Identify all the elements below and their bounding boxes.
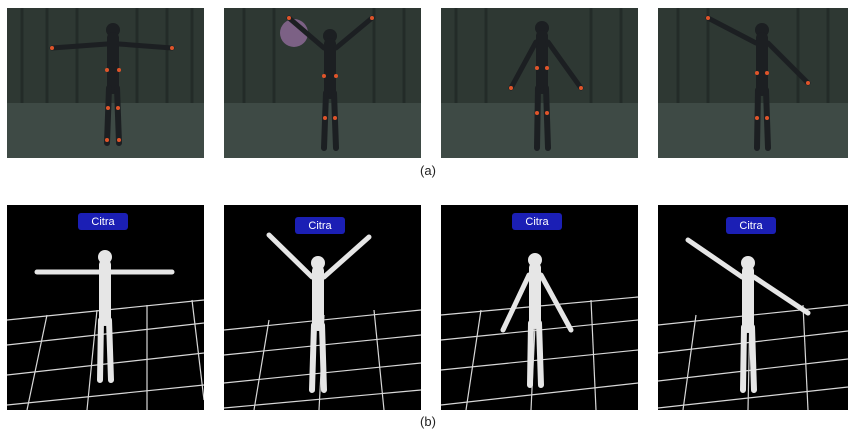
avatar-label: Citra <box>739 220 763 232</box>
avatar-label-badge <box>726 217 776 234</box>
avatar-label: Citra <box>525 216 549 228</box>
avatar-render-3-image: Citra <box>441 205 638 410</box>
avatar-render-1-image: Citra <box>7 205 204 410</box>
avatar-render-4: Citra <box>658 205 848 410</box>
capture-photo-4 <box>658 8 848 158</box>
avatar-label: Citra <box>308 220 332 232</box>
avatar-label-badge <box>512 213 562 230</box>
capture-photo-1 <box>7 8 204 158</box>
caption-a: (a) <box>420 163 436 178</box>
capture-photo-3-image <box>441 8 638 158</box>
caption-b: (b) <box>420 414 436 429</box>
avatar-label-badge <box>78 213 128 230</box>
avatar-label: Citra <box>91 216 115 228</box>
avatar-render-1: Citra <box>7 205 204 410</box>
avatar-label-badge <box>295 217 345 234</box>
avatar-render-3: Citra <box>441 205 638 410</box>
capture-photo-1-image <box>7 8 204 158</box>
avatar-render-2: Citra <box>224 205 421 410</box>
capture-photo-4-image <box>658 8 848 158</box>
avatar-render-2-image: Citra <box>224 205 421 410</box>
avatar-render-4-image: Citra <box>658 205 848 410</box>
capture-photo-2-image <box>224 8 421 158</box>
capture-photo-2 <box>224 8 421 158</box>
capture-photo-3 <box>441 8 638 158</box>
